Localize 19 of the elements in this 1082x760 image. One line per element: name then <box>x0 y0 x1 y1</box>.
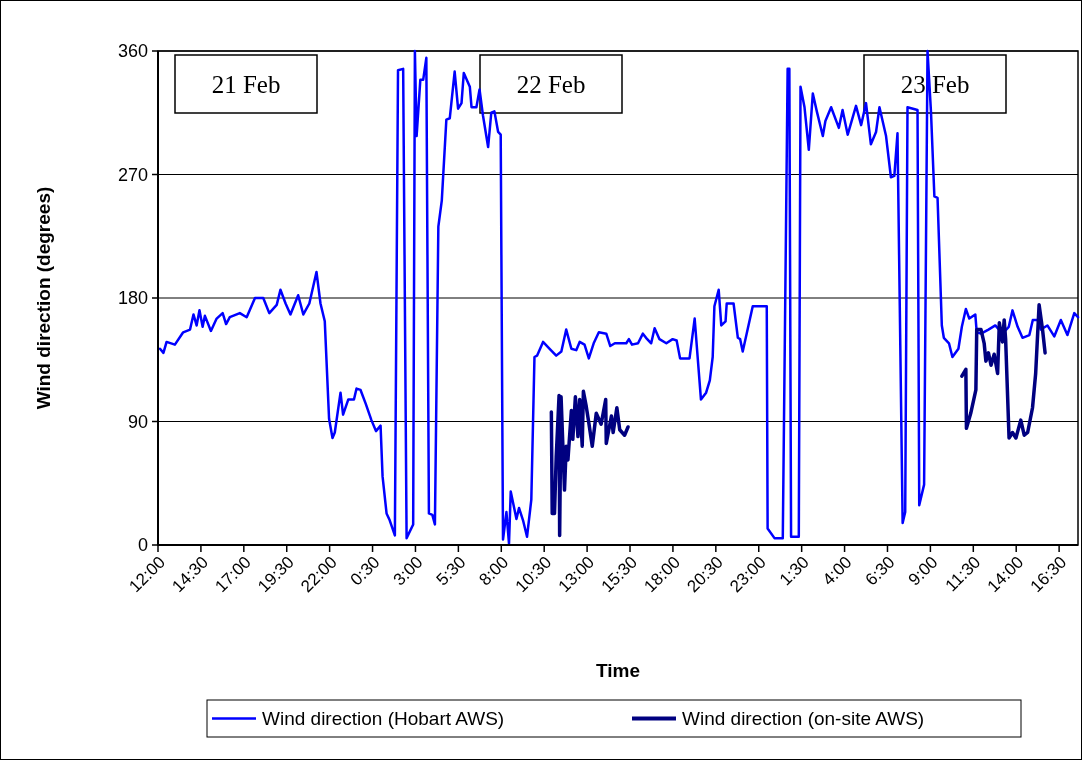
x-tick-label: 0:30 <box>346 552 384 590</box>
y-axis-title: Wind direction (degrees) <box>33 186 54 410</box>
x-tick-label: 3:00 <box>389 552 427 590</box>
x-tick-label: 5:30 <box>432 552 470 590</box>
y-tick-label: 90 <box>127 411 148 432</box>
x-tick-label: 8:00 <box>475 552 513 590</box>
legend-label: Wind direction (on-site AWS) <box>682 708 925 730</box>
annotation: 23 Feb <box>900 70 970 98</box>
x-tick-label: 4:00 <box>818 552 856 590</box>
y-tick-label: 270 <box>117 164 148 185</box>
x-tick-label: 9:00 <box>904 552 942 590</box>
legend-label: Wind direction (Hobart AWS) <box>262 708 505 730</box>
y-tick-label: 360 <box>117 41 148 62</box>
annotation: 21 Feb <box>211 70 281 98</box>
x-tick-label: 6:30 <box>861 552 899 590</box>
x-axis-title: Time <box>595 660 641 681</box>
annotation: 22 Feb <box>516 70 586 98</box>
y-tick-label: 0 <box>137 535 148 556</box>
y-tick-label: 180 <box>117 288 148 309</box>
